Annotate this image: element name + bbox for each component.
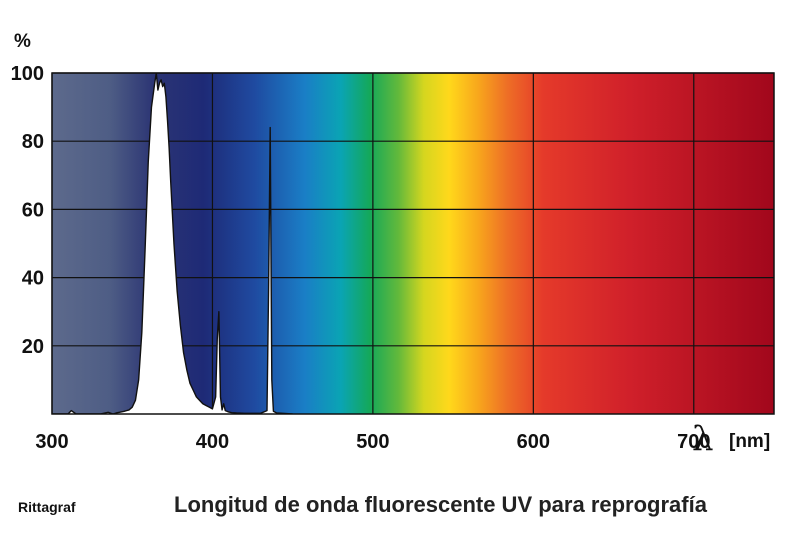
y-tick-label: 80 (22, 131, 44, 153)
plot-frame (51, 72, 775, 415)
x-tick-label: 600 (517, 431, 550, 453)
x-tick-label: 300 (35, 431, 68, 453)
emission-line (52, 73, 293, 414)
x-tick-label: 400 (196, 431, 229, 453)
y-tick-label: 20 (22, 336, 44, 358)
y-tick-label: 60 (22, 199, 44, 221)
lambda-symbol: λ (692, 419, 714, 459)
x-unit-label: [nm] (729, 431, 770, 452)
emission-area (52, 73, 293, 414)
y-tick-label: 100 (11, 63, 44, 85)
x-tick-label: 500 (356, 431, 389, 453)
credit-label: Rittagraf (18, 499, 76, 515)
chart-title: Longitud de onda fluorescente UV para re… (174, 492, 707, 517)
y-unit-label: % (14, 31, 31, 52)
y-tick-label: 40 (22, 268, 44, 290)
x-tick-label: 700 (677, 431, 710, 453)
